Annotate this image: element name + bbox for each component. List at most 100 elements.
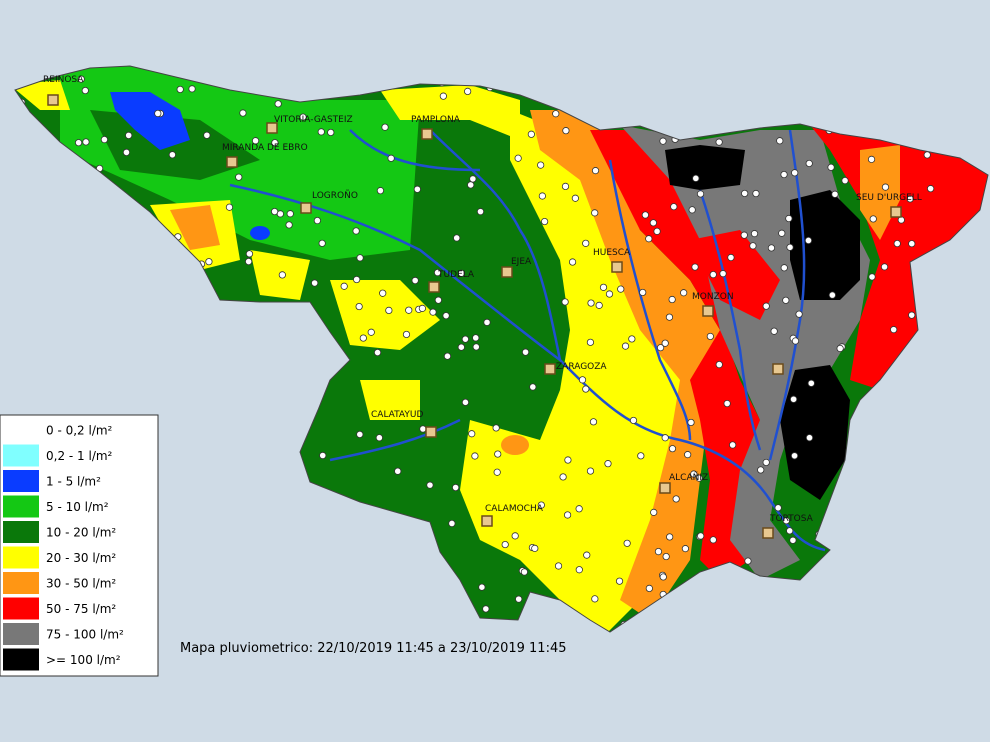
station [478, 583, 486, 591]
station [696, 190, 705, 198]
city-label: ALCAÑIZ [669, 472, 708, 483]
station [582, 385, 590, 393]
station [867, 155, 876, 163]
station [617, 285, 625, 293]
station [672, 495, 680, 503]
station [591, 167, 600, 175]
station [294, 397, 302, 406]
station [511, 532, 519, 540]
station [457, 343, 465, 351]
station [790, 452, 799, 460]
station [623, 539, 631, 547]
station [776, 137, 784, 145]
station [414, 599, 422, 607]
zone-100 [665, 145, 745, 190]
station [538, 192, 546, 200]
station [529, 383, 537, 391]
station [689, 605, 697, 613]
station [188, 85, 196, 93]
station [461, 335, 469, 343]
station [628, 335, 636, 343]
station [419, 425, 427, 433]
legend-swatch [3, 546, 39, 569]
station [697, 532, 705, 540]
station [482, 605, 490, 613]
city-marker [611, 261, 623, 273]
legend-label: 50 - 75 l/m² [46, 602, 116, 616]
city-label: SEU D'URGELL [856, 193, 922, 203]
station [552, 110, 560, 118]
zone-100 [780, 365, 850, 500]
station [205, 258, 213, 266]
station [219, 552, 227, 560]
station [191, 385, 200, 393]
station [829, 121, 837, 129]
station [668, 95, 676, 103]
station [324, 66, 332, 72]
station [681, 545, 690, 553]
station [680, 289, 688, 297]
station [645, 235, 653, 243]
station [306, 507, 314, 516]
station [791, 337, 800, 345]
legend-swatch [3, 444, 39, 467]
station [855, 542, 864, 550]
station [291, 327, 299, 336]
station [587, 299, 595, 307]
river [698, 189, 762, 451]
legend-swatch [3, 521, 39, 543]
city-marker [772, 363, 784, 375]
station [367, 328, 375, 336]
station [684, 451, 692, 459]
station [650, 508, 658, 516]
station [217, 335, 225, 344]
station [564, 456, 572, 464]
station [762, 302, 770, 310]
station [19, 138, 27, 147]
station [604, 460, 612, 468]
station [881, 183, 890, 191]
station [235, 173, 243, 181]
station [546, 76, 554, 84]
station [492, 424, 500, 432]
station [586, 467, 595, 475]
station [935, 288, 943, 296]
station [375, 434, 383, 442]
city-marker [300, 202, 312, 214]
station [662, 552, 670, 561]
station [900, 610, 908, 618]
station [709, 271, 717, 279]
city-marker [226, 156, 238, 168]
station [359, 334, 367, 342]
station [53, 257, 62, 265]
station [962, 424, 971, 432]
station [583, 551, 591, 559]
station [970, 612, 978, 620]
station [623, 629, 631, 632]
station [740, 231, 748, 239]
city-marker [47, 94, 59, 106]
legend-swatch [3, 648, 39, 671]
river [768, 129, 806, 461]
legend-swatch [3, 419, 39, 441]
station [578, 376, 587, 384]
station [670, 203, 678, 211]
station [782, 296, 790, 304]
station [278, 271, 286, 279]
station [595, 301, 603, 309]
station [183, 384, 191, 392]
station [457, 269, 466, 277]
station [493, 468, 501, 476]
zone-20-30 [360, 380, 420, 420]
station [231, 502, 239, 510]
station [804, 236, 813, 245]
station [355, 302, 363, 311]
station [15, 276, 20, 284]
station [894, 583, 902, 592]
legend-swatch [3, 623, 39, 645]
station [827, 163, 835, 171]
station [472, 334, 480, 342]
station [730, 73, 738, 81]
station [780, 170, 788, 179]
station [467, 181, 475, 189]
